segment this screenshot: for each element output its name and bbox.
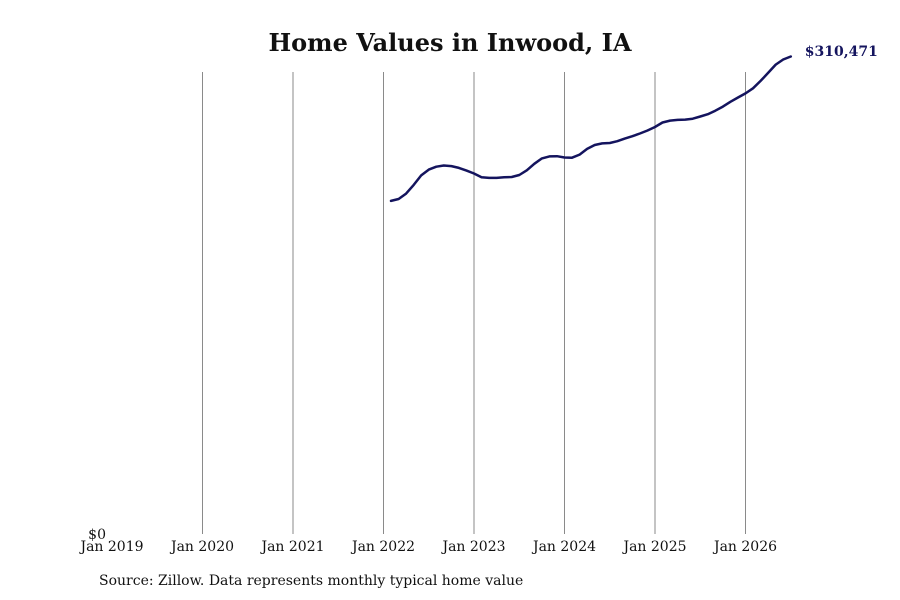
x-tick-label: Jan 2026 (712, 539, 777, 555)
x-tick-label: Jan 2025 (621, 539, 686, 555)
x-axis-ticks: Jan 2019 Jan 2020 Jan 2021 Jan 2022 Jan 2023… (78, 539, 777, 555)
y-axis-ticks: $0 (88, 527, 106, 543)
end-label-layer: $310,471 (805, 44, 878, 60)
series-layer (389, 55, 793, 203)
x-tick-label: Jan 2024 (531, 539, 596, 555)
x-tick-label: Jan 2022 (350, 539, 415, 555)
chart-title: Home Values in Inwood, IA (268, 28, 632, 57)
end-value-label: $310,471 (805, 44, 878, 60)
series-line (389, 55, 793, 203)
vertical-gridlines (202, 72, 746, 534)
source-note: Source: Zillow. Data represents monthly … (99, 573, 524, 589)
x-tick-label: Jan 2019 (78, 539, 143, 555)
x-tick-label: Jan 2021 (259, 539, 324, 555)
x-tick-label: Jan 2023 (440, 539, 505, 555)
x-tick-label: Jan 2020 (169, 539, 234, 555)
y-tick-label: $0 (88, 527, 106, 543)
